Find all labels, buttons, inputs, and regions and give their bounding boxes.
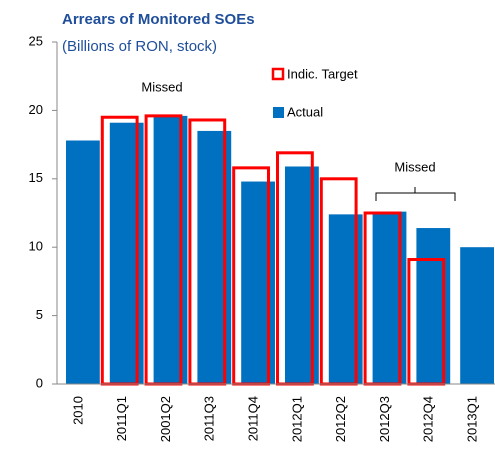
y-tick-label: 5: [36, 307, 43, 322]
x-tick-label: 2012Q2: [333, 396, 348, 442]
x-tick-label: 2001Q2: [158, 396, 173, 442]
x-tick-label: 2011Q3: [202, 396, 217, 441]
bar: [66, 140, 100, 384]
y-tick-label: 25: [29, 33, 43, 48]
legend-label: Indic. Target: [287, 66, 358, 81]
annotation: Missed: [141, 79, 182, 94]
bracket: [375, 187, 456, 201]
legend-swatch: [271, 67, 285, 81]
y-tick-label: 10: [29, 239, 43, 254]
x-tick-label: 2013Q1: [465, 396, 480, 442]
y-tick-label: 15: [29, 170, 43, 185]
annotation: Missed: [394, 159, 435, 174]
chart-title: Arrears of Monitored SOEs: [62, 11, 255, 28]
chart-subtitle: (Billions of RON, stock): [62, 38, 217, 55]
y-tick-label: 20: [29, 102, 43, 117]
y-tick-label: 0: [36, 375, 43, 390]
legend-label: Actual: [287, 104, 323, 119]
x-tick-label: 2011Q1: [114, 396, 129, 441]
legend-swatch: [273, 107, 284, 118]
x-tick-label: 2011Q4: [246, 396, 261, 441]
x-tick-label: 2012Q4: [421, 396, 436, 442]
bar: [460, 247, 494, 384]
x-tick-label: 2010: [70, 396, 85, 425]
x-tick-label: 2012Q1: [289, 396, 304, 442]
x-tick-label: 2012Q3: [377, 396, 392, 442]
